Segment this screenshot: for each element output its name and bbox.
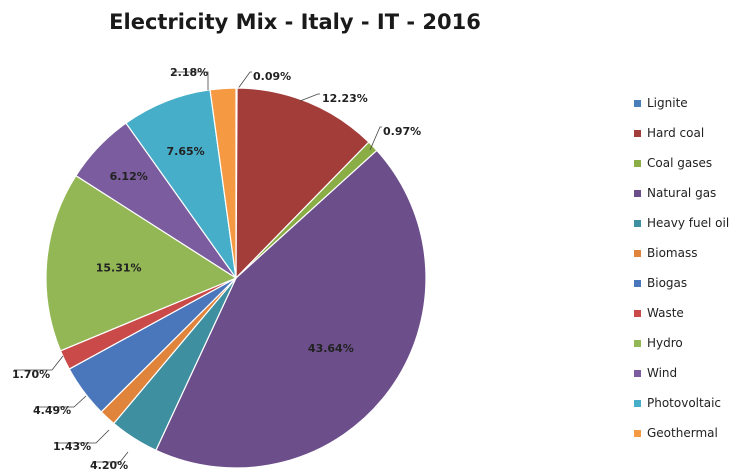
legend-item-coal-gases: Coal gases: [634, 148, 729, 178]
legend-swatch: [634, 429, 641, 437]
legend-item-hard-coal: Hard coal: [634, 118, 729, 148]
data-label-waste: 1.70%: [12, 368, 50, 381]
legend-item-photovoltaic: Photovoltaic: [634, 388, 729, 418]
legend-swatch: [634, 189, 641, 197]
legend: Lignite Hard coal Coal gases Natural gas Hea…: [634, 88, 729, 448]
legend-item-lignite: Lignite: [634, 88, 729, 118]
leader-line-heavy-fuel-oil: [92, 451, 129, 463]
legend-swatch: [634, 129, 641, 137]
data-label-lignite: 0.09%: [253, 70, 291, 83]
leader-line-hard-coal: [299, 93, 320, 102]
legend-label: Natural gas: [647, 186, 717, 200]
legend-swatch: [634, 159, 641, 167]
leader-line-coal-gases: [369, 126, 382, 151]
legend-swatch: [634, 399, 641, 407]
data-label-hydro: 15.31%: [96, 262, 142, 275]
legend-swatch: [634, 339, 641, 347]
legend-swatch: [634, 219, 641, 227]
legend-label: Lignite: [647, 96, 688, 110]
data-label-natural-gas: 43.64%: [308, 342, 354, 355]
legend-label: Biogas: [647, 276, 688, 290]
data-label-coal-gases: 0.97%: [383, 125, 421, 138]
leader-line-waste: [14, 355, 64, 371]
leader-line-lignite: [236, 71, 252, 91]
legend-swatch: [634, 309, 641, 317]
data-label-heavy-fuel-oil: 4.20%: [90, 459, 128, 471]
legend-swatch: [634, 369, 641, 377]
legend-label: Waste: [647, 306, 684, 320]
legend-label: Biomass: [647, 246, 698, 260]
data-label-hard-coal: 12.23%: [322, 92, 368, 105]
pie-slice-natural-gas: [155, 149, 427, 469]
leader-line-geothermal: [172, 71, 209, 90]
legend-item-wind: Wind: [634, 358, 729, 388]
data-label-geothermal: 2.18%: [170, 66, 208, 79]
pie-slice-geothermal: [209, 87, 237, 279]
data-label-biomass: 1.43%: [53, 440, 91, 453]
pie-slice-hard-coal: [235, 87, 370, 280]
legend-swatch: [634, 249, 641, 257]
legend-item-biogas: Biogas: [634, 268, 729, 298]
legend-item-natural-gas: Natural gas: [634, 178, 729, 208]
legend-item-biomass: Biomass: [634, 238, 729, 268]
legend-label: Heavy fuel oil: [647, 216, 730, 230]
data-label-wind: 6.12%: [110, 170, 148, 183]
legend-item-heavy-fuel-oil: Heavy fuel oil: [634, 208, 729, 238]
legend-item-hydro: Hydro: [634, 328, 729, 358]
legend-label: Geothermal: [647, 426, 718, 440]
data-label-biogas: 4.49%: [33, 404, 71, 417]
legend-item-waste: Waste: [634, 298, 729, 328]
legend-swatch: [634, 99, 641, 107]
legend-label: Photovoltaic: [647, 396, 721, 410]
leader-line-biomass: [55, 429, 110, 444]
pie-slice-hydro: [45, 174, 238, 352]
legend-label: Hard coal: [647, 126, 705, 140]
chart-title: Electricity Mix - Italy - IT - 2016: [109, 10, 481, 34]
legend-swatch: [634, 279, 641, 287]
legend-label: Hydro: [647, 336, 683, 350]
legend-item-geothermal: Geothermal: [634, 418, 729, 448]
data-label-photovoltaic: 7.65%: [167, 145, 205, 158]
legend-label: Wind: [647, 366, 678, 380]
leader-line-biogas: [35, 395, 87, 408]
legend-label: Coal gases: [647, 156, 713, 170]
